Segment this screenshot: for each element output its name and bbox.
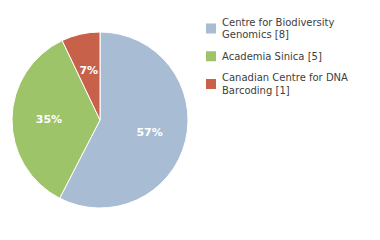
slices <box>12 32 188 208</box>
legend-swatch <box>206 51 216 61</box>
chart: 57% 35% 7% Centre for BiodiversityGenomics … <box>0 0 380 240</box>
legend-swatch <box>206 24 216 34</box>
legend-swatch <box>206 79 216 89</box>
data-labels: 57% 35% 7% <box>36 64 163 139</box>
legend-label-line: Genomics [8] <box>222 29 289 40</box>
legend-label: Academia Sinica [5] <box>222 51 322 62</box>
legend: Centre for BiodiversityGenomics [8] Acade… <box>206 17 348 96</box>
legend-label-line: Canadian Centre for DNA <box>222 72 348 83</box>
data-label: 7% <box>79 64 98 77</box>
legend-label: Canadian Centre for DNA Barcoding [1] <box>222 72 348 96</box>
legend-label-line: Centre for Biodiversity <box>222 17 335 28</box>
data-label: 35% <box>36 113 62 126</box>
legend-label: Centre for BiodiversityGenomics [8] <box>222 17 335 41</box>
slice <box>12 41 100 199</box>
legend-label-line: Academia Sinica [5] <box>222 51 322 62</box>
data-label: 57% <box>136 126 162 139</box>
legend-label-line: Barcoding [1] <box>222 85 290 96</box>
slice <box>62 32 100 120</box>
